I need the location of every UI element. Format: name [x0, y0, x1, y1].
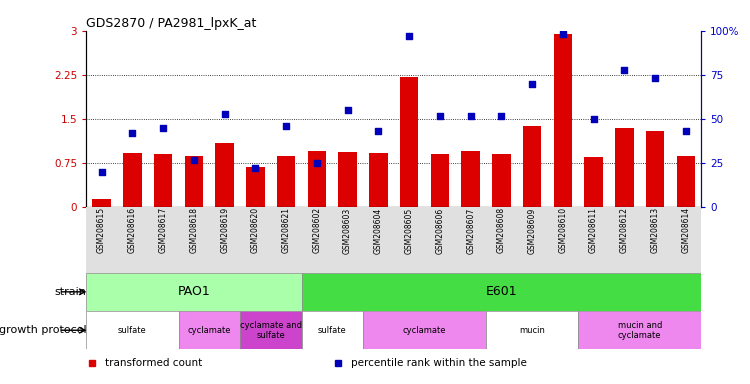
- Bar: [584, 157, 603, 207]
- Text: GSM208612: GSM208612: [620, 207, 628, 253]
- Text: GSM208613: GSM208613: [650, 207, 660, 253]
- Point: [188, 157, 200, 163]
- Bar: [523, 126, 542, 207]
- Bar: [240, 311, 302, 349]
- Text: GSM208611: GSM208611: [590, 207, 598, 253]
- Point: [556, 31, 568, 37]
- Text: GSM208616: GSM208616: [128, 207, 136, 253]
- Bar: [486, 311, 578, 349]
- Bar: [184, 156, 203, 207]
- Text: GSM208606: GSM208606: [435, 207, 444, 253]
- Point: [464, 113, 477, 119]
- Point: [618, 66, 630, 73]
- Bar: [578, 311, 701, 349]
- Bar: [430, 154, 449, 207]
- Point: [280, 123, 292, 129]
- Text: growth protocol: growth protocol: [0, 325, 86, 335]
- Point: [404, 33, 416, 39]
- Text: transformed count: transformed count: [105, 358, 202, 368]
- Text: GSM208621: GSM208621: [282, 207, 291, 253]
- Bar: [215, 142, 234, 207]
- Point: [249, 166, 261, 172]
- Text: cyclamate and
sulfate: cyclamate and sulfate: [240, 321, 302, 340]
- Text: GSM208609: GSM208609: [528, 207, 537, 253]
- Text: GDS2870 / PA2981_lpxK_at: GDS2870 / PA2981_lpxK_at: [86, 17, 256, 30]
- Text: PAO1: PAO1: [178, 285, 210, 298]
- Point: [526, 81, 538, 87]
- Text: GSM208607: GSM208607: [466, 207, 476, 253]
- Point: [219, 111, 231, 117]
- Text: strain: strain: [54, 287, 86, 297]
- Point: [126, 130, 138, 136]
- Text: GSM208604: GSM208604: [374, 207, 382, 253]
- Point: [158, 125, 170, 131]
- Bar: [308, 151, 326, 207]
- Text: GSM208614: GSM208614: [681, 207, 690, 253]
- Text: mucin and
cyclamate: mucin and cyclamate: [617, 321, 662, 340]
- Bar: [363, 311, 486, 349]
- Point: [588, 116, 600, 122]
- Bar: [302, 311, 363, 349]
- Point: [680, 128, 692, 134]
- Bar: [92, 199, 111, 207]
- Bar: [86, 311, 178, 349]
- Bar: [302, 273, 701, 311]
- Point: [495, 113, 507, 119]
- Point: [96, 169, 108, 175]
- Bar: [400, 77, 418, 207]
- Bar: [154, 154, 173, 207]
- Bar: [338, 152, 357, 207]
- Text: E601: E601: [485, 285, 518, 298]
- Point: [372, 128, 384, 134]
- Text: sulfate: sulfate: [318, 326, 346, 335]
- Bar: [277, 156, 296, 207]
- Text: GSM208620: GSM208620: [251, 207, 260, 253]
- Bar: [246, 167, 265, 207]
- Text: cyclamate: cyclamate: [188, 326, 231, 335]
- Bar: [86, 273, 302, 311]
- Text: GSM208618: GSM208618: [189, 207, 198, 253]
- Point: [649, 75, 662, 81]
- Text: GSM208615: GSM208615: [98, 207, 106, 253]
- Point: [341, 107, 354, 113]
- Text: GSM208610: GSM208610: [558, 207, 567, 253]
- Bar: [492, 154, 511, 207]
- Text: GSM208617: GSM208617: [159, 207, 168, 253]
- Bar: [646, 131, 664, 207]
- Text: cyclamate: cyclamate: [403, 326, 446, 335]
- Bar: [123, 153, 142, 207]
- Text: mucin: mucin: [519, 326, 545, 335]
- Text: GSM208605: GSM208605: [405, 207, 414, 253]
- Text: GSM208602: GSM208602: [312, 207, 321, 253]
- Text: GSM208608: GSM208608: [496, 207, 506, 253]
- Bar: [676, 156, 695, 207]
- Text: GSM208603: GSM208603: [343, 207, 352, 253]
- Point: [433, 113, 445, 119]
- Bar: [369, 152, 388, 207]
- Bar: [615, 128, 634, 207]
- Text: percentile rank within the sample: percentile rank within the sample: [351, 358, 526, 368]
- Point: [310, 160, 322, 166]
- Bar: [178, 311, 240, 349]
- Bar: [461, 151, 480, 207]
- Text: sulfate: sulfate: [118, 326, 147, 335]
- Text: GSM208619: GSM208619: [220, 207, 230, 253]
- Bar: [554, 34, 572, 207]
